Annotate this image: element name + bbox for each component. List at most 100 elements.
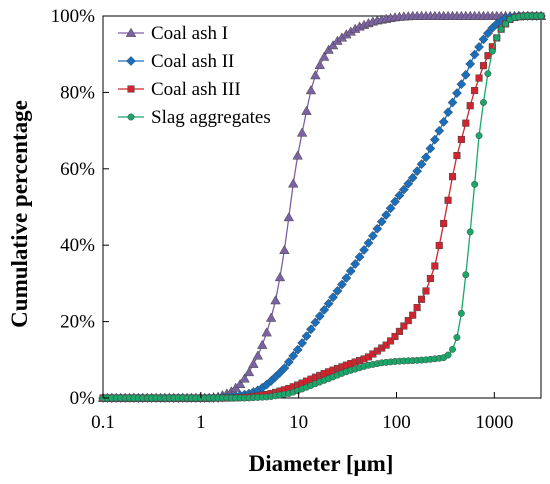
data-point bbox=[453, 333, 461, 341]
legend-label: Coal ash II bbox=[151, 51, 234, 72]
data-point bbox=[314, 311, 325, 322]
legend-label: Coal ash III bbox=[151, 79, 241, 100]
data-point bbox=[449, 345, 456, 353]
data-point bbox=[398, 184, 409, 195]
data-point bbox=[332, 285, 343, 296]
data-point bbox=[462, 271, 470, 279]
legend-marker bbox=[125, 27, 137, 37]
y-tick-label: 20% bbox=[60, 312, 95, 333]
data-point bbox=[382, 341, 390, 349]
data-point bbox=[471, 86, 479, 95]
data-point bbox=[409, 311, 417, 319]
data-point bbox=[314, 59, 326, 69]
data-point bbox=[440, 219, 448, 228]
legend-marker bbox=[127, 85, 135, 93]
y-tick-label: 60% bbox=[60, 159, 95, 180]
data-point bbox=[479, 62, 488, 70]
x-tick-label: 10 bbox=[289, 412, 308, 433]
data-point bbox=[471, 180, 479, 188]
data-point bbox=[288, 178, 299, 188]
data-point bbox=[469, 49, 480, 60]
data-point bbox=[466, 228, 474, 236]
data-point bbox=[243, 366, 255, 377]
data-point bbox=[376, 216, 387, 227]
y-tick-label: 40% bbox=[60, 235, 95, 256]
data-point bbox=[354, 252, 365, 262]
legend-label: Coal ash I bbox=[151, 23, 228, 44]
data-point bbox=[305, 85, 317, 95]
plot-frame bbox=[102, 15, 542, 399]
data-point bbox=[270, 295, 281, 305]
legend-entry-1: Coal ash I bbox=[118, 23, 228, 44]
data-point bbox=[421, 152, 431, 163]
data-point bbox=[480, 99, 487, 106]
data-point bbox=[448, 173, 457, 181]
data-point bbox=[493, 34, 501, 42]
data-point bbox=[457, 135, 465, 144]
series-line bbox=[103, 15, 541, 399]
series-line bbox=[103, 15, 541, 399]
data-point bbox=[310, 317, 321, 328]
data-point bbox=[412, 166, 423, 177]
data-point bbox=[431, 262, 439, 270]
data-point bbox=[288, 350, 299, 361]
y-tick-label: 0% bbox=[70, 388, 96, 409]
y-tick-label: 100% bbox=[51, 6, 96, 27]
data-point bbox=[497, 25, 505, 33]
data-point bbox=[283, 212, 295, 222]
data-point bbox=[257, 339, 268, 349]
data-point bbox=[323, 44, 334, 54]
data-point bbox=[387, 337, 395, 345]
data-point bbox=[328, 292, 339, 303]
data-point bbox=[239, 373, 250, 383]
data-point bbox=[475, 132, 483, 140]
data-point bbox=[394, 190, 405, 201]
data-point bbox=[372, 223, 383, 234]
data-point bbox=[425, 143, 436, 154]
data-point bbox=[429, 134, 440, 145]
data-point bbox=[261, 327, 272, 337]
data-point bbox=[537, 12, 545, 20]
data-point bbox=[323, 298, 334, 309]
data-point bbox=[403, 178, 414, 189]
data-point bbox=[435, 241, 443, 250]
legend-marker bbox=[127, 113, 135, 121]
data-point bbox=[381, 210, 392, 220]
data-point bbox=[502, 20, 510, 28]
data-point bbox=[391, 332, 399, 341]
data-point bbox=[407, 172, 418, 183]
data-point bbox=[319, 304, 330, 315]
data-point bbox=[292, 150, 303, 160]
data-point bbox=[475, 74, 483, 82]
y-tick-label: 80% bbox=[60, 82, 95, 103]
data-point bbox=[462, 119, 470, 127]
data-point bbox=[301, 105, 312, 115]
legend-entry-2: Coal ash II bbox=[118, 51, 234, 72]
data-point bbox=[417, 295, 426, 303]
legend-marker bbox=[126, 56, 136, 66]
y-axis-title: Cumulative percentage bbox=[7, 100, 32, 328]
x-tick-label: 0.1 bbox=[91, 412, 115, 433]
data-point bbox=[248, 358, 259, 368]
data-point bbox=[367, 230, 378, 241]
data-point bbox=[444, 196, 452, 204]
data-point bbox=[341, 273, 352, 283]
legend-label: Slag aggregates bbox=[151, 107, 271, 128]
data-point bbox=[451, 88, 462, 99]
data-point bbox=[390, 196, 400, 207]
data-point bbox=[444, 351, 452, 359]
data-point bbox=[482, 28, 493, 39]
data-point bbox=[422, 287, 430, 295]
data-point bbox=[327, 40, 339, 50]
series-line bbox=[103, 15, 541, 399]
data-point bbox=[318, 51, 330, 61]
data-point bbox=[350, 259, 361, 269]
data-point bbox=[413, 304, 421, 312]
data-point bbox=[265, 312, 277, 322]
series-4 bbox=[99, 12, 545, 402]
legend-entry-4: Slag aggregates bbox=[118, 107, 271, 128]
data-point bbox=[478, 34, 489, 45]
data-point bbox=[434, 125, 445, 136]
